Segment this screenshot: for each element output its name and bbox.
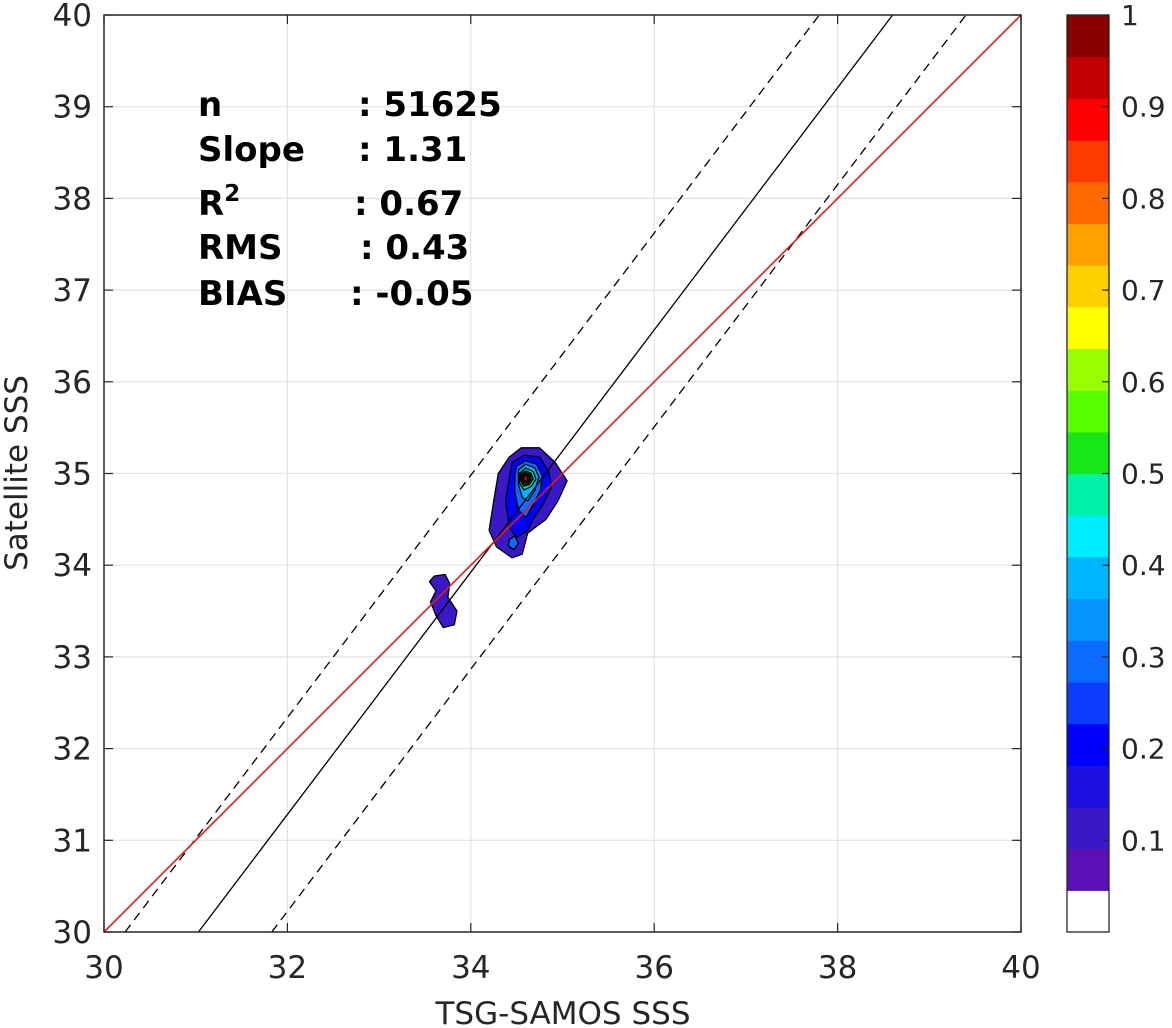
- x-tick-label: 32: [268, 950, 307, 986]
- colorbar-tick-label: 0.1: [1121, 824, 1166, 857]
- regression-upper-bound: [124, 15, 820, 932]
- colorbar-segment: [1067, 806, 1109, 850]
- density-contour-0.05: [428, 573, 458, 629]
- colorbar-segment: [1067, 98, 1109, 141]
- colorbar: 0.1 0.2 0.3 0.4 0.5 0.6 0.7 0.8 0.9 1: [1066, 0, 1166, 933]
- y-tick-label: 38: [53, 181, 92, 217]
- colorbar-segment: [1067, 515, 1109, 558]
- y-tick-label: 39: [53, 90, 92, 126]
- colorbar-segment: [1067, 890, 1109, 933]
- stat-rms-value: : 0.43: [360, 228, 469, 268]
- y-tick-label: 37: [53, 273, 92, 309]
- grid: [104, 15, 1021, 932]
- colorbar-tick-label: 0.8: [1121, 182, 1166, 215]
- colorbar-segment: [1067, 598, 1109, 641]
- colorbar-segment: [1067, 848, 1109, 891]
- regression-lower-bound: [271, 15, 967, 932]
- x-tick-label: 40: [1001, 950, 1040, 986]
- colorbar-segment: [1067, 140, 1109, 183]
- density-contour-0.9: [523, 474, 529, 482]
- stat-bias-label: BIAS: [198, 274, 287, 314]
- colorbar-segment: [1067, 348, 1109, 391]
- y-tick-label: 31: [53, 823, 92, 859]
- regression-line: [197, 15, 894, 932]
- colorbar-segment: [1067, 473, 1109, 516]
- colorbar-segment: [1067, 181, 1109, 225]
- density-contours: [428, 447, 568, 629]
- colorbar-segment: [1067, 306, 1109, 350]
- stat-n-label: n: [198, 85, 222, 125]
- x-tick-label: 38: [818, 950, 857, 986]
- stat-slope-value: : 1.31: [358, 130, 467, 170]
- y-tick-label: 35: [53, 457, 92, 493]
- x-tick-label: 36: [634, 950, 673, 986]
- density-contour-0.2: [507, 535, 520, 551]
- colorbar-tick-label: 0.2: [1121, 733, 1166, 766]
- x-axis-label: TSG-SAMOS SSS: [435, 996, 691, 1028]
- y-axis-label: Satellite SSS: [0, 375, 35, 571]
- stat-r2-label: R2: [198, 181, 240, 224]
- x-tick-label: 30: [84, 950, 123, 986]
- colorbar-segment: [1067, 431, 1109, 475]
- x-tick-label: 34: [451, 950, 490, 986]
- colorbar-tick-label: 0.3: [1121, 641, 1166, 674]
- stat-r2-value: : 0.67: [354, 184, 463, 224]
- one-to-one-line: [104, 15, 1021, 932]
- stat-n-value: : 51625: [358, 85, 502, 125]
- y-tick-label: 32: [53, 732, 92, 768]
- colorbar-segment: [1067, 15, 1109, 58]
- colorbar-tick-label: 0.5: [1121, 458, 1166, 491]
- stat-slope-label: Slope: [198, 130, 305, 170]
- colorbar-tick-label: 0.7: [1121, 274, 1166, 307]
- colorbar-segment: [1067, 265, 1109, 308]
- colorbar-tick-label: 0.6: [1121, 366, 1166, 399]
- y-tick-label: 40: [53, 0, 92, 34]
- stats-box: n : 51625 Slope : 1.31 R2 : 0.67 RMS : 0…: [198, 85, 502, 314]
- y-tick-label: 33: [53, 640, 92, 676]
- colorbar-tick-label: 1: [1121, 0, 1139, 32]
- colorbar-segment: [1067, 723, 1109, 766]
- y-tick-label: 36: [53, 365, 92, 401]
- colorbar-segment: [1067, 765, 1109, 808]
- y-tick-label: 34: [53, 548, 92, 584]
- colorbar-segment: [1067, 556, 1109, 600]
- colorbar-tick-label: 0.9: [1121, 91, 1166, 124]
- colorbar-segment: [1067, 223, 1109, 266]
- colorbar-segment: [1067, 681, 1109, 725]
- stat-bias-value: : -0.05: [350, 274, 473, 314]
- stat-rms-label: RMS: [198, 228, 283, 268]
- y-tick-label: 30: [53, 915, 92, 951]
- colorbar-segment: [1067, 640, 1109, 683]
- colorbar-segment: [1067, 56, 1109, 99]
- axis-ticks: 30 32 34 36 38 40 30 31 32 33 34 35 36 37 38 39 40: [53, 0, 1041, 986]
- reference-lines: [104, 15, 1021, 932]
- colorbar-segment: [1067, 390, 1109, 433]
- colorbar-tick-label: 0.4: [1121, 549, 1166, 582]
